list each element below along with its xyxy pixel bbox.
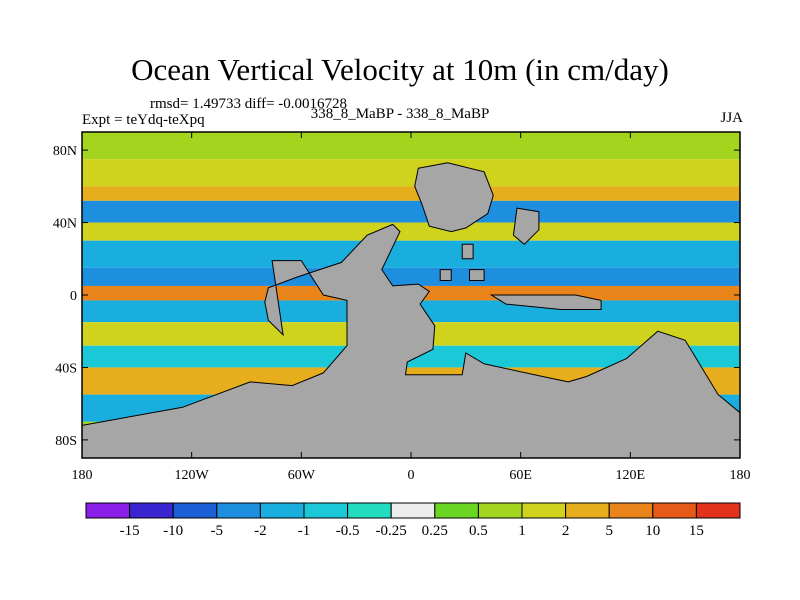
- y-tick-label: 80N: [53, 144, 77, 159]
- x-tick-label: 60E: [509, 468, 532, 483]
- y-tick-label: 40N: [53, 217, 77, 232]
- x-tick-label: 120W: [175, 468, 210, 483]
- velocity-band-2: [82, 186, 740, 201]
- colorbar-label: 5: [605, 523, 613, 539]
- colorbar-box: [259, 502, 305, 519]
- y-tick-label: 0: [70, 289, 77, 304]
- velocity-band-5: [82, 240, 740, 268]
- colorbar-box: [216, 502, 261, 519]
- land-equatorial-strip: [489, 294, 602, 310]
- colorbar-label: -15: [120, 523, 140, 539]
- colorbar-label: 2: [562, 523, 570, 539]
- colorbar: -15 -10 -5 -2 -1 -0.5 -0.25 0.25 0.5 1 2 5 10 15: [85, 502, 741, 539]
- land-north-landmass: [414, 162, 494, 233]
- season-label: JJA: [720, 110, 743, 126]
- velocity-band-4: [82, 222, 740, 241]
- velocity-band-3: [82, 200, 740, 223]
- stats-label: rmsd= 1.49733 diff= -0.0016728: [150, 96, 348, 112]
- colorbar-label: -5: [211, 523, 224, 539]
- land-south-america-antarctica: [82, 223, 740, 458]
- x-axis: 180 120W 60W 0 60E 120E 180: [72, 132, 751, 483]
- colorbar-label: -2: [254, 523, 267, 539]
- colorbar-box: [390, 502, 436, 519]
- land-island-c: [469, 269, 485, 281]
- colorbar-box: [695, 502, 741, 519]
- colorbar-box: [85, 502, 131, 519]
- chart-title: Ocean Vertical Velocity at 10m (in cm/da…: [131, 52, 669, 87]
- y-tick-label: 40S: [55, 361, 77, 376]
- land-island-a: [461, 243, 474, 260]
- colorbar-label: 0.25: [422, 523, 448, 539]
- y-axis: 80N 40N 0 40S 80S: [53, 144, 740, 449]
- land-mask: [82, 162, 740, 458]
- colorbar-label: 0.5: [469, 523, 488, 539]
- colorbar-box: [565, 502, 610, 519]
- colorbar-label: -0.25: [376, 523, 407, 539]
- colorbar-label: -0.5: [336, 523, 360, 539]
- colorbar-box: [434, 502, 479, 519]
- colorbar-box: [477, 502, 523, 519]
- colorbar-label: 15: [689, 523, 704, 539]
- colorbar-label: -10: [163, 523, 183, 539]
- colorbar-box: [129, 502, 174, 519]
- velocity-band-6: [82, 267, 740, 286]
- colorbar-label: 1: [518, 523, 526, 539]
- colorbar-box: [652, 502, 697, 519]
- x-tick-label: 180: [72, 468, 93, 483]
- x-tick-label: 0: [408, 468, 415, 483]
- y-tick-label: 80S: [55, 434, 77, 449]
- colorbar-box: [172, 502, 218, 519]
- colorbar-label: 10: [645, 523, 660, 539]
- colorbar-box: [347, 502, 392, 519]
- x-tick-label: 180: [730, 468, 751, 483]
- land-east-continent: [512, 207, 540, 245]
- experiment-label: Expt = teYdq-teXpq: [82, 112, 205, 128]
- x-tick-label: 60W: [288, 468, 316, 483]
- colorbar-box: [303, 502, 349, 519]
- colorbar-label: -1: [298, 523, 311, 539]
- difference-label: 338_8_MaBP - 338_8_MaBP: [310, 106, 490, 122]
- velocity-band-1: [82, 159, 740, 187]
- land-island-b: [439, 269, 452, 281]
- x-tick-label: 120E: [616, 468, 646, 483]
- colorbar-box: [608, 502, 654, 519]
- colorbar-box: [521, 502, 567, 519]
